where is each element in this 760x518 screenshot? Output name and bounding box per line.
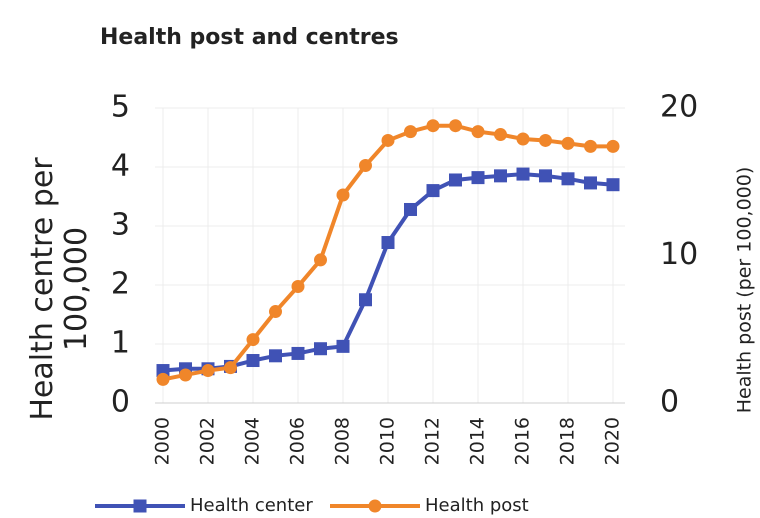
data-point: [606, 178, 620, 192]
x-tick-label: 2012: [422, 417, 444, 465]
data-point: [246, 354, 260, 368]
y2-tick-label: 20: [660, 90, 698, 125]
legend-marker: [133, 499, 147, 513]
data-point: [426, 119, 440, 133]
y-tick-label: 4: [111, 149, 130, 184]
x-tick-label: 2014: [467, 417, 489, 465]
data-point: [606, 139, 620, 153]
x-tick-label: 2002: [197, 417, 219, 465]
data-point: [179, 368, 192, 382]
data-point: [246, 333, 260, 347]
data-point: [359, 293, 372, 307]
data-point: [359, 159, 372, 173]
data-point: [291, 279, 305, 293]
data-point: [381, 133, 395, 147]
y2-axis-label: Health post (per 100,000): [734, 167, 756, 414]
data-point: [494, 169, 507, 183]
data-point: [156, 372, 170, 386]
data-point: [404, 125, 417, 139]
data-point: [224, 361, 237, 375]
x-tick-label: 2000: [152, 417, 174, 465]
legend-label: Health center: [190, 495, 313, 516]
y-tick-label: 0: [111, 385, 130, 420]
y-tick-label: 5: [111, 90, 130, 125]
legend-label: Health post: [425, 495, 529, 516]
data-point: [449, 173, 462, 187]
data-point: [314, 253, 327, 267]
data-point: [314, 342, 327, 356]
y-axis-label: Health centre per 100,000: [25, 157, 94, 421]
data-point: [449, 119, 462, 133]
data-point: [381, 236, 395, 250]
data-point: [336, 188, 350, 202]
data-point: [561, 172, 575, 186]
data-point: [426, 184, 440, 198]
data-point: [291, 346, 305, 360]
data-point: [584, 176, 597, 190]
data-point: [471, 125, 485, 139]
chart-title: Health post and centres: [100, 25, 399, 50]
x-tick-label: 2004: [242, 417, 264, 465]
y-tick-label: 2: [111, 267, 130, 302]
x-tick-label: 2020: [602, 417, 624, 465]
data-point: [471, 171, 485, 185]
data-point: [336, 339, 350, 353]
y2-tick-label: 10: [660, 237, 698, 272]
x-tick-label: 2016: [512, 417, 534, 465]
data-point: [269, 349, 282, 363]
x-tick-label: 2018: [557, 417, 579, 465]
data-point: [269, 305, 282, 319]
data-point: [404, 202, 417, 216]
y-tick-label: 3: [111, 208, 130, 243]
y-tick-label: 1: [111, 326, 130, 361]
x-tick-label: 2008: [332, 417, 354, 465]
data-point: [561, 136, 575, 150]
data-point: [516, 132, 530, 146]
data-point: [539, 133, 552, 147]
data-point: [201, 364, 215, 378]
y2-tick-label: 0: [660, 385, 679, 420]
data-point: [516, 167, 530, 181]
data-point: [539, 169, 552, 183]
data-point: [584, 139, 597, 153]
legend-marker: [368, 499, 382, 513]
x-tick-label: 2010: [377, 417, 399, 465]
data-point: [494, 128, 507, 142]
x-tick-label: 2006: [287, 417, 309, 465]
